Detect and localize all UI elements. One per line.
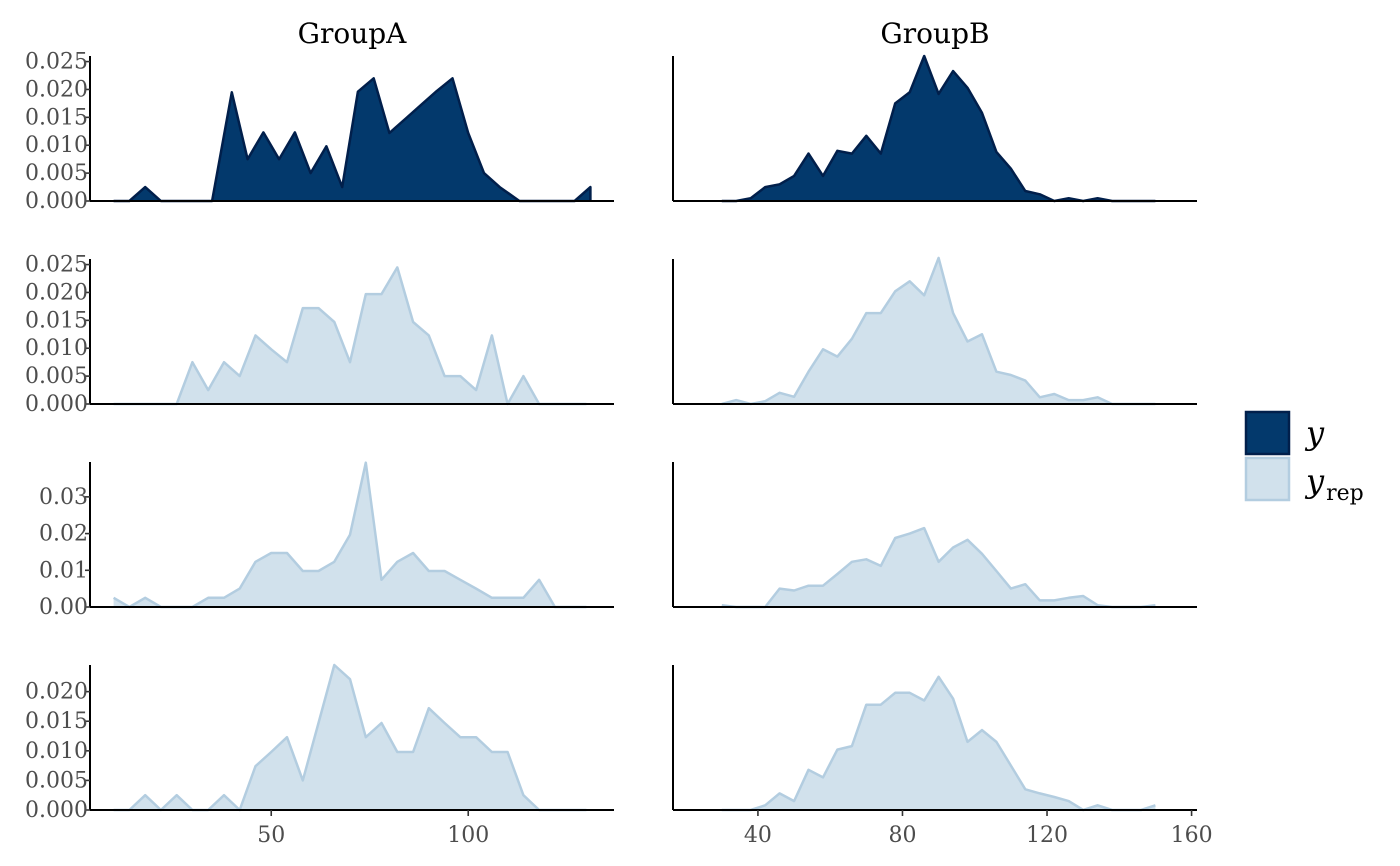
- x-tick-label: 50: [257, 823, 285, 848]
- legend-label-y: y: [1304, 414, 1325, 452]
- strip-label-groupb: GroupB: [880, 17, 989, 50]
- legend-key-yrep: [1244, 456, 1291, 502]
- y-tick-label: 0.025: [25, 253, 88, 278]
- y-tick-label: 0.03: [39, 485, 88, 510]
- plot-area: GroupA GroupB0.0000.0050.0100.0150.0200.0…: [25, 17, 1213, 848]
- y-tick-label: 0.015: [25, 709, 88, 734]
- y-tick-label: 0.025: [25, 50, 88, 75]
- density-line: [113, 663, 587, 812]
- y-tick-label: 0.010: [25, 336, 88, 361]
- y-tick-label: 0.02: [39, 522, 88, 547]
- legend-label-yrep-subscript: rep: [1326, 481, 1364, 506]
- legend: y yrep: [1244, 410, 1364, 506]
- y-tick-label: 0.005: [25, 768, 88, 793]
- strip-label-groupa: GroupA: [298, 17, 408, 50]
- y-tick-label: 0.000: [25, 189, 88, 214]
- y-tick-label: 0.010: [25, 739, 88, 764]
- y-tick-label: 0.005: [25, 364, 88, 389]
- x-tick-label: 160: [1171, 823, 1213, 848]
- density-area: [721, 528, 1156, 607]
- density-area: [721, 257, 1156, 404]
- density-area: [113, 78, 591, 201]
- x-tick-label: 40: [744, 823, 772, 848]
- y-tick-label: 0.00: [39, 595, 88, 620]
- density-area: [113, 665, 587, 810]
- x-tick-label: 120: [1026, 823, 1068, 848]
- panel-groupb-row-3: [672, 462, 1197, 609]
- y-tick-label: 0.015: [25, 308, 88, 333]
- y-tick-label: 0.020: [25, 680, 88, 705]
- panel-groupb-row-1: [672, 54, 1197, 203]
- density-line: [113, 266, 587, 406]
- y-tick-label: 0.020: [25, 280, 88, 305]
- density-line: [721, 256, 1156, 406]
- y-tick-label: 0.020: [25, 77, 88, 102]
- panel-groupa-row-4: 0.000 0.005 0.010 0.015 0.020 50 100: [25, 663, 614, 848]
- y-tick-label: 0.000: [25, 392, 88, 417]
- x-tick-label: 80: [888, 823, 916, 848]
- y-tick-label: 0.005: [25, 161, 88, 186]
- y-tick-label: 0.01: [39, 558, 88, 583]
- y-tick-label: 0.015: [25, 105, 88, 130]
- panel-groupa-row-3: 0.00 0.01 0.02 0.03: [39, 461, 614, 620]
- legend-key-y: [1244, 410, 1291, 456]
- legend-label-yrep: yrep: [1304, 462, 1364, 506]
- density-area: [721, 676, 1156, 810]
- x-tick-label: 100: [447, 823, 489, 848]
- y-tick-label: 0.010: [25, 133, 88, 158]
- legend-label-yrep-base: y: [1304, 462, 1325, 500]
- panel-groupb-row-4: 40 80 120 160: [672, 665, 1213, 848]
- y-tick-label: 0.000: [25, 798, 88, 823]
- panel-groupb-row-2: [672, 256, 1197, 406]
- density-line: [721, 526, 1156, 609]
